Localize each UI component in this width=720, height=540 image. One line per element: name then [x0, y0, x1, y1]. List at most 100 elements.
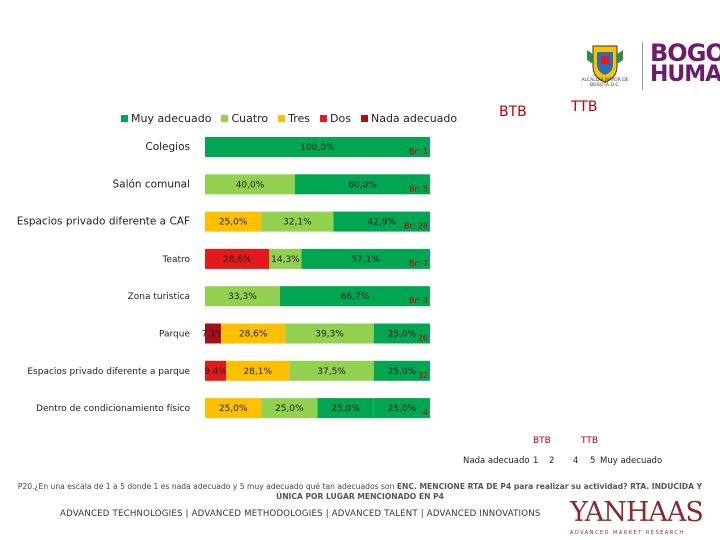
- scale-n1: 1: [533, 456, 539, 466]
- segment-label: 25,0%: [219, 404, 248, 414]
- segment-label: 33,3%: [228, 292, 257, 302]
- segment-label: 25,0%: [331, 404, 360, 414]
- bar-segment: [261, 398, 318, 419]
- legend-swatch: [278, 115, 286, 122]
- legend-item: Tres: [278, 112, 310, 125]
- legend-label: Dos: [330, 112, 351, 125]
- stacked-bar-chart: Colegios 100,0% Br: 1 Salón comunal 40,0% 60,…: [17, 137, 430, 419]
- segment-label: 14,3%: [271, 255, 300, 265]
- segment-label: 28,6%: [223, 255, 252, 265]
- legend-item: Cuatro: [221, 112, 268, 125]
- scale-legend: BTB TTB Nada adecuado 1 2 4 5 Muy adecua…: [463, 436, 693, 470]
- legend-item: Dos: [320, 112, 351, 125]
- question-footnote: P20.¿En una escala de 1 a 5 donde 1 es n…: [4, 482, 716, 502]
- category-label: Parque: [159, 330, 190, 340]
- segment-label: 100,0%: [300, 143, 335, 153]
- base-label: 32: [418, 371, 428, 380]
- bar-segment: [205, 248, 270, 269]
- bogota-shield-logo: [587, 45, 623, 83]
- bar-segment: [269, 248, 302, 269]
- scale-n2: 2: [549, 456, 555, 466]
- category-label: Zona turistica: [128, 292, 190, 302]
- segment-label: 25,0%: [275, 404, 304, 414]
- base-label: Br: 28: [404, 222, 428, 231]
- segment-label: 7,1%: [202, 330, 225, 340]
- category-label: Teatro: [161, 255, 190, 265]
- bar-segment: [333, 211, 430, 232]
- footnote-text: P20.¿En una escala de 1 a 5 donde 1 es n…: [17, 482, 395, 491]
- legend-swatch: [121, 115, 128, 122]
- yanhaas-logo: YANHAAS: [570, 497, 704, 528]
- bogota-logo-line2: HUMANA: [650, 62, 720, 87]
- bar-segment: [205, 398, 262, 419]
- base-label: Br: 5: [409, 184, 428, 193]
- base-label: Br: 3: [409, 296, 428, 305]
- chart-legend: Muy adecuado Cuatro Tres Dos Nada adecuado: [121, 112, 457, 125]
- ttb-header: TTB: [571, 99, 598, 115]
- bar-segment: [289, 360, 374, 381]
- scale-left-label: Nada adecuado: [463, 456, 530, 466]
- bar-segment: [373, 360, 430, 381]
- legend-label: Nada adecuado: [370, 112, 458, 125]
- bar-segment: [205, 174, 295, 195]
- scale-btb-label: BTB: [533, 436, 551, 446]
- segment-label: 25,0%: [388, 367, 417, 377]
- legend-swatch: [360, 115, 368, 122]
- legend-label: Muy adecuado: [131, 112, 212, 125]
- segment-label: 39,3%: [315, 330, 344, 340]
- bar-segment: [261, 211, 334, 232]
- bar-segment: [279, 286, 430, 307]
- legend-item: Muy adecuado: [121, 112, 211, 125]
- bar-segment: [205, 323, 221, 344]
- bar-segment: [373, 323, 430, 344]
- legend-item: Nada adecuado: [360, 112, 458, 125]
- base-label: 4: [423, 408, 428, 417]
- footnote-bold: ENC. MENCIONE RTA DE P4 para realizar su…: [276, 482, 703, 501]
- segment-label: 40,0%: [236, 180, 265, 190]
- bar-segment: [205, 211, 262, 232]
- bar-segment: [295, 174, 430, 195]
- scale-ttb-label: TTB: [581, 436, 599, 446]
- bar-segment: [205, 137, 430, 157]
- base-label: Br: 7: [409, 259, 428, 268]
- segment-label: 57,1%: [351, 255, 380, 265]
- scale-right-label: Muy adecuado: [600, 456, 663, 466]
- bar-segment: [301, 248, 430, 269]
- segment-label: 32,1%: [283, 218, 312, 228]
- category-label: Colegios: [145, 141, 190, 153]
- category-label: Dentro de condicionamiento físico: [36, 404, 190, 414]
- bar-segment: [220, 323, 286, 344]
- scale-n5: 5: [590, 456, 596, 466]
- bogota-logo-line1: BOGOTÁ: [650, 39, 720, 67]
- bar-segment: [317, 398, 374, 419]
- escudo-caption: ALCALDÍA MAYOR DE BOGOTÁ D.C.: [581, 78, 629, 88]
- bar-segment: [205, 360, 227, 381]
- segment-label: 9,4%: [204, 367, 227, 377]
- segment-label: 37,5%: [317, 367, 346, 377]
- segment-label: 42,9%: [367, 218, 396, 228]
- yanhaas-logo-subtitle: ADVANCED MARKET RESEARCH: [570, 530, 685, 536]
- segment-label: 25,0%: [388, 330, 417, 340]
- bar-segment: [226, 360, 290, 381]
- legend-label: Cuatro: [231, 112, 269, 125]
- category-label: Espacios privado diferente a CAF: [17, 216, 190, 228]
- segment-label: 60,0%: [348, 180, 377, 190]
- segment-label: 28,6%: [239, 330, 268, 340]
- segment-label: 25,0%: [219, 218, 248, 228]
- bar-segment: [285, 323, 374, 344]
- legend-swatch: [320, 115, 328, 122]
- bogota-humana-logo: BOGOTÁ HUMANA: [650, 39, 720, 87]
- category-label: Salón comunal: [112, 178, 190, 190]
- segment-label: 25,0%: [388, 404, 417, 414]
- segment-label: 28,1%: [243, 367, 272, 377]
- footer-tagline: ADVANCED TECHNOLOGIES | ADVANCED METHODO…: [60, 509, 541, 519]
- scale-n4: 4: [573, 456, 579, 466]
- bar-segment: [205, 286, 280, 307]
- bar-segment: [373, 398, 430, 419]
- base-label: 26: [418, 334, 428, 343]
- legend-swatch: [221, 115, 229, 122]
- legend-label: Tres: [288, 112, 311, 125]
- btb-header: BTB: [499, 104, 527, 120]
- logo-divider: [642, 42, 643, 90]
- segment-label: 66,7%: [341, 292, 370, 302]
